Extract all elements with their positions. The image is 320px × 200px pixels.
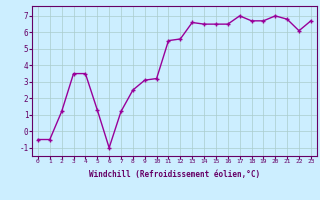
X-axis label: Windchill (Refroidissement éolien,°C): Windchill (Refroidissement éolien,°C) (89, 170, 260, 179)
